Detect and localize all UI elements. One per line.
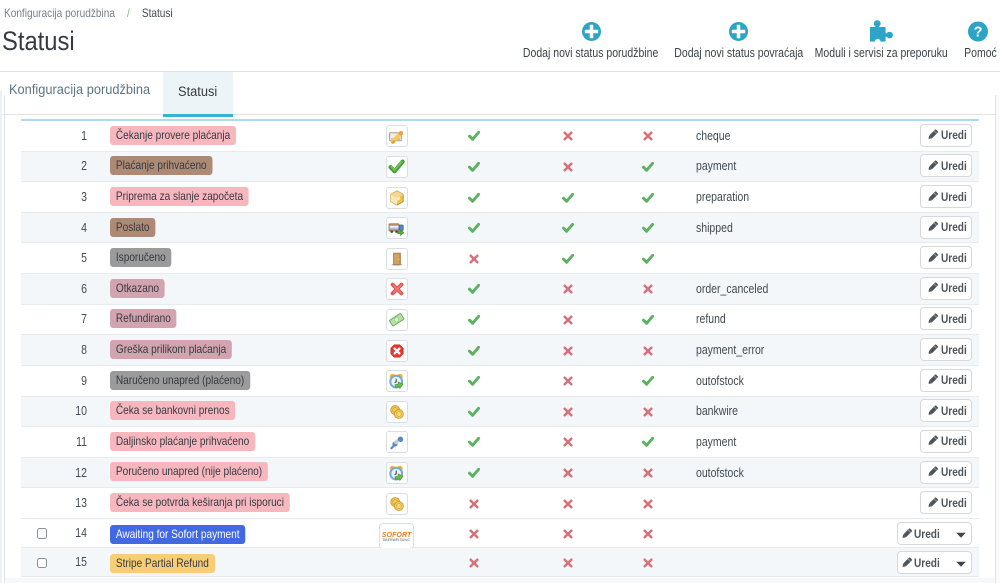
svg-text:?: ? xyxy=(973,24,982,40)
